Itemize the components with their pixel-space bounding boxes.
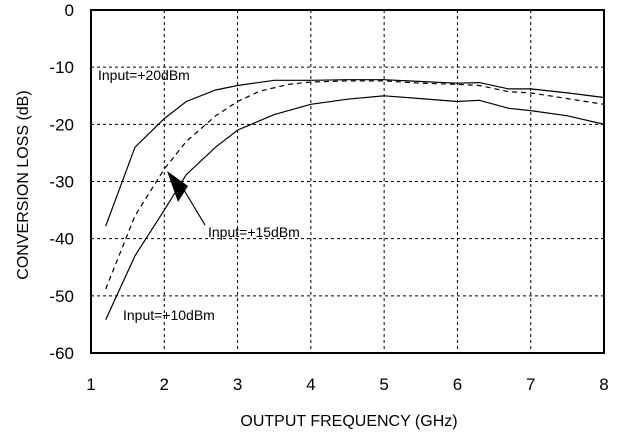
annotation-input-20dbm: Input=+20dBm bbox=[98, 67, 190, 83]
annotation-input-10dbm: Input=+10dBm bbox=[123, 307, 215, 323]
arrow-leader-line bbox=[183, 189, 206, 226]
y-tick-label: -10 bbox=[49, 58, 74, 77]
y-axis-label: CONVERSION LOSS (dB) bbox=[15, 90, 32, 279]
y-tick-label: -40 bbox=[49, 230, 74, 249]
x-tick-label: 5 bbox=[379, 375, 388, 394]
plot-frame bbox=[90, 9, 605, 354]
y-tick-label: 0 bbox=[65, 1, 74, 20]
x-tick-label: 6 bbox=[453, 375, 462, 394]
x-tick-label: 1 bbox=[86, 375, 95, 394]
x-tick-label: 3 bbox=[233, 375, 242, 394]
series-line-1 bbox=[105, 79, 604, 227]
arrow-head bbox=[167, 171, 188, 202]
x-tick-label: 7 bbox=[526, 375, 535, 394]
y-tick-label: -30 bbox=[49, 173, 74, 192]
series-line-3 bbox=[105, 95, 604, 321]
y-tick-label: -50 bbox=[49, 287, 74, 306]
tick-layer: 1 2 3 4 5 6 7 8 0 -10 -20 -30 -40 -50 -60 bbox=[49, 1, 608, 394]
series-layer bbox=[105, 79, 604, 321]
series-line-2 bbox=[105, 80, 604, 290]
annotation-arrow bbox=[167, 171, 206, 226]
grid-layer bbox=[91, 10, 604, 353]
x-tick-label: 4 bbox=[306, 375, 315, 394]
y-tick-label: -20 bbox=[49, 115, 74, 134]
annotation-input-15dbm: Input=+15dBm bbox=[208, 224, 300, 240]
x-axis-label: OUTPUT FREQUENCY (GHz) bbox=[240, 413, 457, 430]
y-tick-label: -60 bbox=[49, 344, 74, 363]
x-tick-label: 8 bbox=[599, 375, 608, 394]
x-tick-label: 2 bbox=[160, 375, 169, 394]
